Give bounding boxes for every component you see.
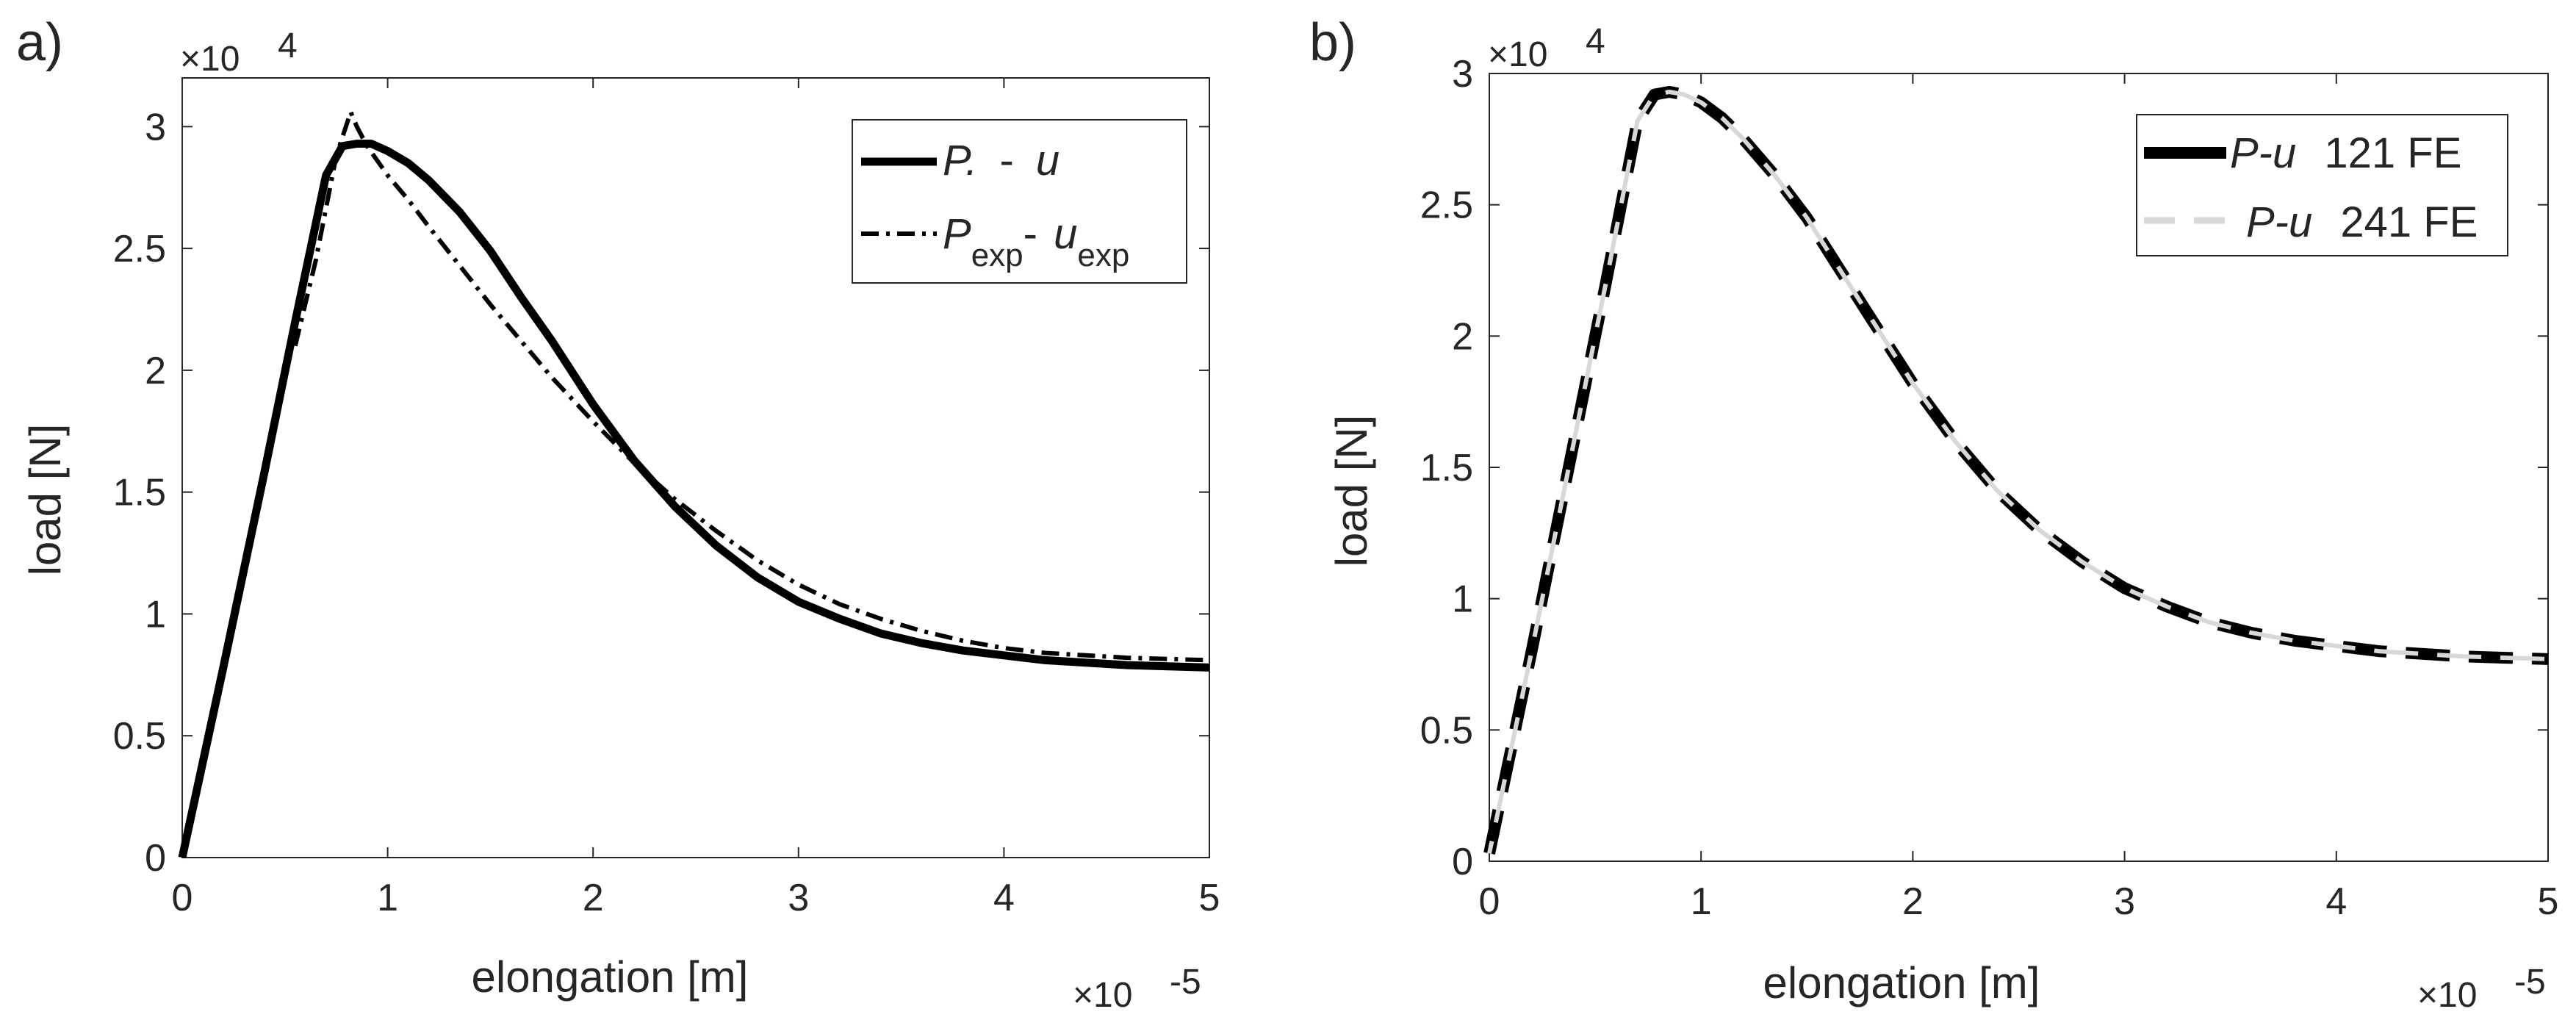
x-tick-label-b-3: 3 xyxy=(2114,880,2135,923)
legend-entry-a-1-u: u xyxy=(1054,210,1077,258)
plot-area-b: 0 1 2 3 4 5 0 0.5 1 1.5 2 2.5 3 xyxy=(1420,53,2559,923)
panel-label-a: a) xyxy=(16,13,63,72)
legend-entry-a-0: P. - u xyxy=(943,137,1059,184)
x-tick-label-b-4: 4 xyxy=(2325,880,2347,923)
legend-entry-a-1-p: P xyxy=(943,210,971,258)
x-multiplier-exponent-a: -5 xyxy=(1170,963,1201,1002)
y-tick-label-a-6: 3 xyxy=(145,106,166,148)
legend-entry-b-1-pu: P-u xyxy=(2246,198,2312,246)
legend-entry-a-1-sep: - xyxy=(1023,210,1037,258)
y-tick-label-a-2: 1 xyxy=(145,593,166,636)
y-tick-label-b-2: 1 xyxy=(1452,578,1473,621)
x-tick-label-a-4: 4 xyxy=(993,877,1015,919)
x-tick-label-b-5: 5 xyxy=(2538,880,2559,923)
legend-entry-b-1: P-u 241 FE xyxy=(2246,198,2478,246)
y-tick-label-a-3: 1.5 xyxy=(113,472,166,514)
legend-entry-a-1-p-sub: exp xyxy=(971,237,1023,273)
y-tick-label-b-1: 0.5 xyxy=(1420,709,1473,752)
legend-entry-a-0-u: u xyxy=(1036,137,1059,184)
y-axis-label-a: load [N] xyxy=(21,424,70,576)
plot-area-a: 0 1 2 3 4 5 0 0.5 1 1.5 2 2.5 3 xyxy=(113,77,1220,919)
panel-label-b: b) xyxy=(1309,13,1356,72)
legend-entry-b-0: P-u 121 FE xyxy=(2230,129,2461,177)
x-axis-label-a: elongation [m] xyxy=(472,952,749,1002)
series-line-a-1 xyxy=(292,109,1210,663)
legend-entry-b-1-text: 241 FE xyxy=(2340,198,2478,246)
series-line-a-0 xyxy=(178,140,1210,859)
x-multiplier-base-b: ×10 xyxy=(2417,976,2477,1015)
panel-a: a) ×10 4 0 1 2 3 4 5 0 0.5 1 1.5 2 2.5 3 elongation … xyxy=(16,13,1220,1015)
y-tick-label-b-4: 2 xyxy=(1452,315,1473,358)
x-tick-label-b-2: 2 xyxy=(1902,880,1924,923)
y-multiplier-a: ×10 4 xyxy=(180,26,298,79)
x-multiplier-exponent-b: -5 xyxy=(2514,963,2546,1002)
legend-b: P-u 121 FE P-u 241 FE xyxy=(2136,114,2508,256)
y-tick-label-b-6: 3 xyxy=(1452,53,1473,96)
y-multiplier-base-a: ×10 xyxy=(180,40,240,79)
legend-a: P. - u Pexp- uexp xyxy=(852,119,1187,284)
axes-box-a xyxy=(181,77,1210,858)
x-tick-label-b-0: 0 xyxy=(1479,880,1500,923)
x-multiplier-a: ×10 -5 xyxy=(1073,963,1201,1015)
x-axis-label-b: elongation [m] xyxy=(1763,958,2040,1007)
y-multiplier-exponent-a: 4 xyxy=(278,26,298,65)
x-tick-label-a-5: 5 xyxy=(1199,877,1220,919)
series-line-b-1 xyxy=(1487,90,2549,854)
legend-entry-b-0-pu: P-u xyxy=(2230,129,2296,177)
y-tick-label-a-5: 2.5 xyxy=(113,228,166,270)
y-tick-label-b-3: 1.5 xyxy=(1420,447,1473,489)
panel-b: b) ×10 4 0 1 2 3 4 5 0 0.5 1 1.5 2 2.5 3 elongation … xyxy=(1309,13,2558,1015)
y-multiplier-base-b: ×10 xyxy=(1488,35,1547,74)
x-tick-label-a-2: 2 xyxy=(583,877,604,919)
y-tick-label-b-5: 2.5 xyxy=(1420,184,1473,227)
y-axis-label-b: load [N] xyxy=(1327,415,1376,567)
x-tick-label-a-0: 0 xyxy=(172,877,193,919)
legend-entry-a-1-u-sub: exp xyxy=(1077,237,1129,273)
legend-entry-a-0-p: P. xyxy=(943,137,977,184)
legend-entry-a-1: Pexp- uexp xyxy=(943,210,1129,273)
y-tick-label-a-4: 2 xyxy=(145,350,166,392)
legend-entry-b-0-text: 121 FE xyxy=(2324,129,2461,177)
y-tick-label-b-0: 0 xyxy=(1452,841,1473,883)
y-multiplier-exponent-b: 4 xyxy=(1586,22,1605,61)
legend-box-a xyxy=(852,119,1187,284)
x-multiplier-b: ×10 -5 xyxy=(2417,963,2546,1015)
y-tick-label-a-1: 0.5 xyxy=(113,715,166,758)
y-multiplier-b: ×10 4 xyxy=(1488,22,1605,74)
x-tick-label-a-1: 1 xyxy=(377,877,398,919)
legend-entry-a-0-sep: - xyxy=(999,137,1013,184)
x-tick-label-b-1: 1 xyxy=(1691,880,1712,923)
x-tick-label-a-3: 3 xyxy=(788,877,809,919)
x-multiplier-base-a: ×10 xyxy=(1073,976,1132,1015)
y-tick-label-a-0: 0 xyxy=(145,837,166,880)
legend-box-b xyxy=(2136,114,2508,256)
